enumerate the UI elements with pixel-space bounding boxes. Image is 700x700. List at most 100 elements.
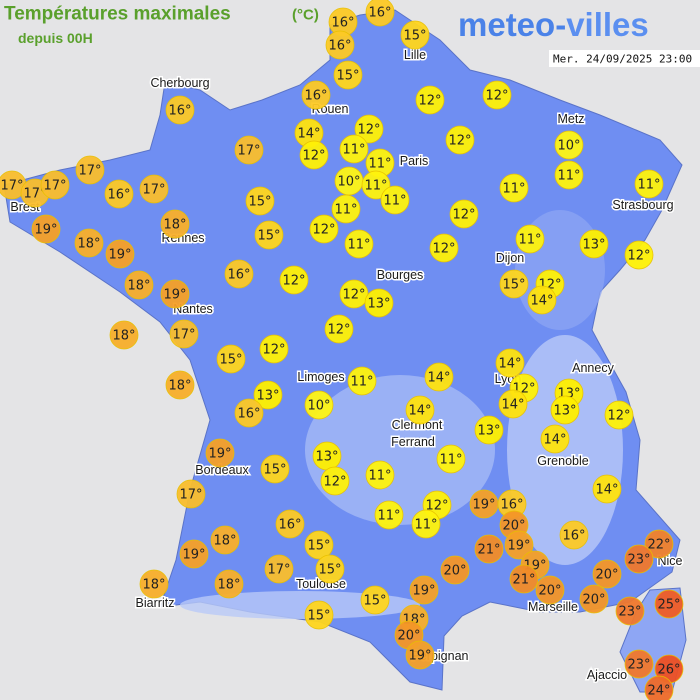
marker-label: 10°: [337, 175, 360, 190]
marker-dot: [554, 130, 584, 160]
temperature-marker: 17°: [40, 170, 70, 200]
temperature-marker: 13°: [312, 441, 342, 471]
marker-dot: [347, 366, 377, 396]
marker-label: 18°: [77, 237, 100, 252]
marker-dot: [364, 288, 394, 318]
marker-label: 18°: [142, 578, 165, 593]
marker-label: 24°: [647, 684, 670, 699]
marker-dot: [409, 575, 439, 605]
temperature-marker: 12°: [445, 125, 475, 155]
marker-label: 11°: [414, 518, 437, 533]
marker-label: 12°: [627, 249, 650, 264]
city-name: Clermont: [392, 418, 443, 432]
marker-label: 16°: [500, 498, 523, 513]
marker-label: 15°: [336, 69, 359, 84]
temperature-marker: 23°: [615, 596, 645, 626]
marker-dot: [279, 265, 309, 295]
marker-label: 15°: [257, 229, 280, 244]
temperature-marker: 15°: [360, 585, 390, 615]
marker-label: 12°: [485, 89, 508, 104]
temperature-marker: 16°: [275, 509, 305, 539]
marker-label: 12°: [327, 323, 350, 338]
temperature-marker: 16°: [301, 80, 331, 110]
marker-label: 11°: [439, 453, 462, 468]
marker-label: 16°: [368, 6, 391, 21]
marker-label: 21°: [512, 573, 535, 588]
temperature-marker: 11°: [634, 169, 664, 199]
marker-label: 12°: [282, 274, 305, 289]
marker-label: 20°: [582, 593, 605, 608]
marker-label: 13°: [256, 389, 279, 404]
temperature-marker: 12°: [415, 85, 445, 115]
marker-label: 11°: [383, 194, 406, 209]
marker-dot: [344, 229, 374, 259]
temperature-marker: 15°: [499, 269, 529, 299]
marker-label: 16°: [328, 39, 351, 54]
marker-label: 17°: [78, 164, 101, 179]
marker-dot: [411, 509, 441, 539]
temperature-marker: 16°: [325, 30, 355, 60]
marker-dot: [499, 173, 529, 203]
marker-dot: [234, 398, 264, 428]
marker-label: 13°: [477, 424, 500, 439]
marker-label: 13°: [315, 450, 338, 465]
marker-label: 11°: [342, 143, 365, 158]
marker-label: 10°: [307, 399, 330, 414]
marker-label: 17°: [23, 187, 46, 202]
marker-label: 18°: [112, 329, 135, 344]
marker-dot: [509, 564, 539, 594]
temperature-marker: 23°: [624, 544, 654, 574]
marker-label: 15°: [502, 278, 525, 293]
temperature-marker: 19°: [160, 279, 190, 309]
temperature-marker: 20°: [440, 555, 470, 585]
temperature-marker: 11°: [515, 224, 545, 254]
city-name: Marseille: [528, 600, 578, 614]
temperature-marker: 17°: [0, 170, 27, 200]
marker-dot: [400, 20, 430, 50]
marker-label: 12°: [357, 123, 380, 138]
temperature-marker: 17°: [75, 155, 105, 185]
temperature-marker: 12°: [299, 140, 329, 170]
marker-label: 18°: [163, 218, 186, 233]
city-name: Cherbourg: [150, 76, 209, 90]
marker-label: 12°: [323, 475, 346, 490]
marker-label: 16°: [107, 188, 130, 203]
marker-label: 17°: [43, 179, 66, 194]
marker-label: 11°: [637, 178, 660, 193]
marker-dot: [559, 520, 589, 550]
temperature-marker: 20°: [592, 559, 622, 589]
marker-label: 14°: [543, 433, 566, 448]
marker-dot: [415, 85, 445, 115]
marker-dot: [304, 600, 334, 630]
marker-dot: [424, 362, 454, 392]
marker-dot: [535, 575, 565, 605]
marker-dot: [210, 525, 240, 555]
marker-label: 17°: [267, 563, 290, 578]
marker-dot: [169, 319, 199, 349]
marker-dot: [260, 454, 290, 484]
temperature-marker: 14°: [527, 285, 557, 315]
marker-dot: [124, 270, 154, 300]
temperature-marker: 19°: [409, 575, 439, 605]
city-name: Ferrand: [391, 435, 435, 449]
temperature-marker: 14°: [540, 424, 570, 454]
marker-dot: [440, 555, 470, 585]
marker-label: 11°: [334, 203, 357, 218]
marker-dot: [74, 228, 104, 258]
temperature-marker: 11°: [411, 509, 441, 539]
marker-label: 11°: [368, 157, 391, 172]
temperature-marker: 18°: [210, 525, 240, 555]
marker-dot: [429, 233, 459, 263]
header: Températures maximales (°C) depuis 00H m…: [4, 4, 700, 67]
city-name: Limoges: [297, 370, 344, 384]
brand-left: meteo-: [458, 6, 566, 43]
temperature-marker: 11°: [365, 460, 395, 490]
marker-dot: [324, 314, 354, 344]
marker-label: 15°: [403, 29, 426, 44]
marker-label: 18°: [217, 578, 240, 593]
title: Températures maximales: [4, 4, 231, 25]
marker-label: 14°: [501, 398, 524, 413]
marker-dot: [214, 569, 244, 599]
marker-dot: [40, 170, 70, 200]
